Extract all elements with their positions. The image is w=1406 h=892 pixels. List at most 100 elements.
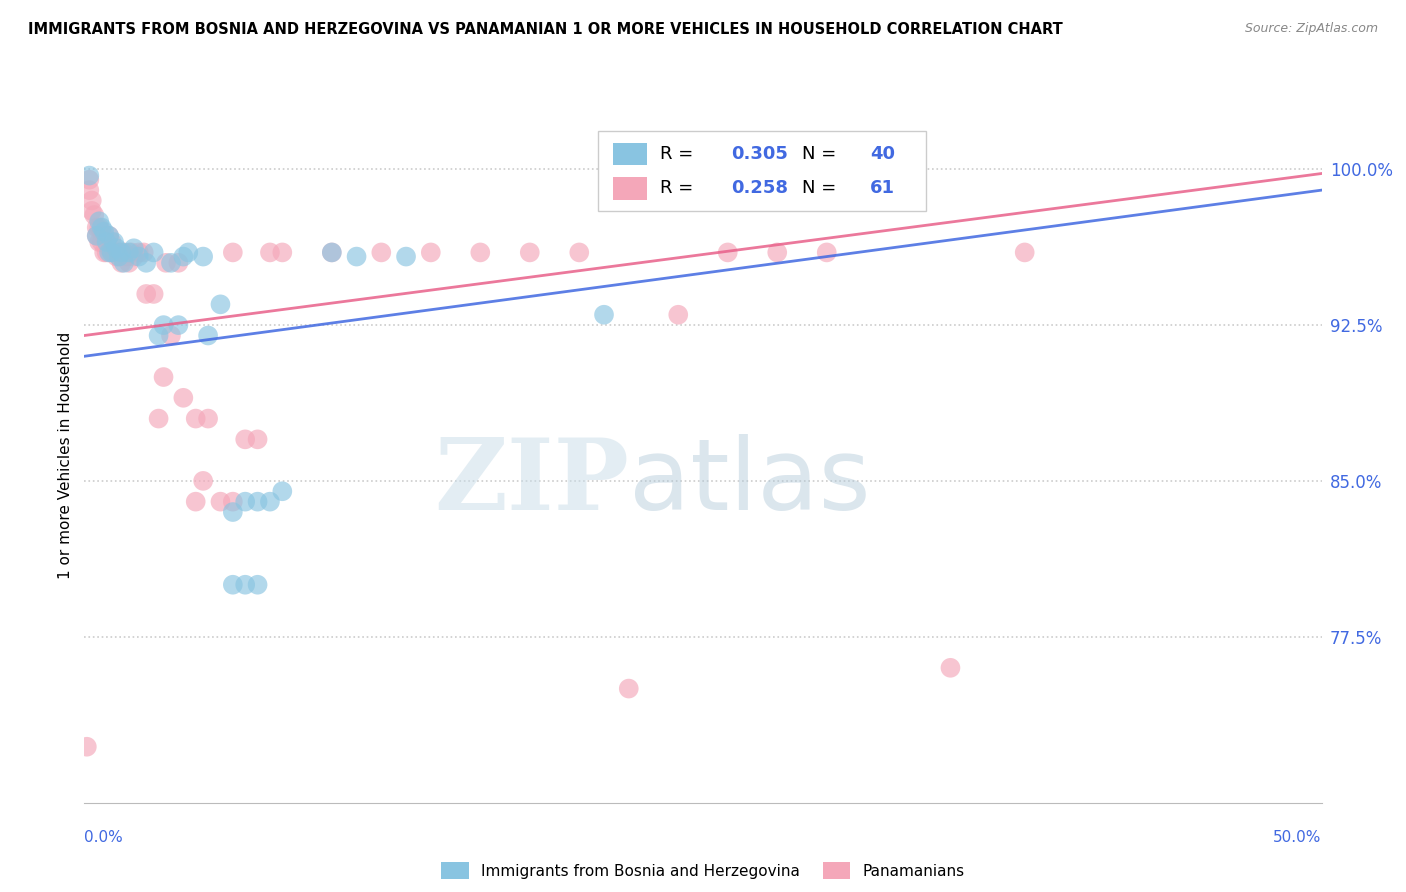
Point (1014, 245, 1036, 260)
Point (766, 245, 789, 260)
Point (142, 287, 165, 301)
Point (89, 235, 111, 249)
Point (93, 225, 115, 239)
Point (89, 214, 111, 228)
Text: 0.258: 0.258 (731, 179, 789, 197)
Point (142, 245, 165, 260)
Point (191, 474, 214, 488)
Point (98, 228, 121, 243)
Point (222, 578, 245, 592)
Point (568, 245, 591, 260)
Text: Source: ZipAtlas.com: Source: ZipAtlas.com (1244, 22, 1378, 36)
Point (271, 484, 294, 499)
Point (233, 578, 256, 592)
Point (93, 228, 115, 243)
Point (233, 494, 256, 508)
Point (135, 287, 157, 301)
Point (86, 228, 108, 243)
Point (148, 411, 170, 425)
Point (89, 220, 111, 235)
Text: 0.305: 0.305 (731, 145, 789, 162)
Point (96, 235, 118, 249)
Point (815, 245, 838, 260)
Point (246, 494, 269, 508)
Point (128, 250, 150, 264)
Point (98, 245, 121, 260)
Point (167, 256, 190, 270)
Point (177, 245, 200, 260)
Point (167, 318, 190, 332)
Point (209, 494, 232, 508)
Point (112, 256, 135, 270)
FancyBboxPatch shape (598, 131, 925, 211)
Point (222, 494, 245, 508)
Text: ZIP: ZIP (434, 434, 628, 532)
Point (110, 256, 132, 270)
Point (80, 203, 103, 218)
Point (86, 220, 108, 235)
Point (666, 308, 689, 322)
Point (222, 245, 245, 260)
Point (346, 250, 368, 264)
Point (152, 318, 174, 332)
Point (172, 250, 194, 264)
Point (90, 220, 112, 235)
Y-axis label: 1 or more Vehicles in Household: 1 or more Vehicles in Household (58, 331, 73, 579)
Text: 0.0%: 0.0% (84, 830, 124, 845)
Point (321, 245, 343, 260)
Bar (613, 143, 647, 165)
Point (115, 250, 138, 264)
Point (122, 250, 145, 264)
Point (79, 183, 101, 197)
Bar (613, 178, 647, 200)
Point (246, 578, 269, 592)
Text: 61: 61 (870, 179, 896, 197)
Point (83, 208, 105, 222)
Point (222, 505, 245, 519)
Point (197, 411, 219, 425)
Point (184, 411, 207, 425)
Point (86, 228, 108, 243)
Point (93, 245, 115, 260)
Point (370, 245, 392, 260)
Point (617, 681, 640, 696)
Point (98, 241, 121, 255)
Point (197, 328, 219, 343)
Text: IMMIGRANTS FROM BOSNIA AND HERZEGOVINA VS PANAMANIAN 1 OR MORE VEHICLES IN HOUSE: IMMIGRANTS FROM BOSNIA AND HERZEGOVINA V… (28, 22, 1063, 37)
Point (172, 391, 194, 405)
Point (717, 245, 740, 260)
Point (112, 245, 135, 260)
Text: 50.0%: 50.0% (1274, 830, 1322, 845)
Point (259, 494, 281, 508)
Point (135, 256, 157, 270)
Text: 40: 40 (870, 145, 896, 162)
Point (110, 245, 132, 260)
Point (246, 433, 269, 447)
Point (128, 245, 150, 260)
Point (259, 245, 281, 260)
Text: N =: N = (801, 179, 842, 197)
Text: N =: N = (801, 145, 842, 162)
Point (122, 241, 145, 255)
Point (152, 370, 174, 384)
Point (90, 235, 112, 249)
Point (105, 241, 128, 255)
Point (160, 328, 183, 343)
Point (519, 245, 541, 260)
Text: atlas: atlas (628, 434, 870, 532)
Point (209, 297, 232, 311)
Point (103, 235, 125, 249)
Text: R =: R = (659, 179, 699, 197)
Point (79, 169, 101, 183)
Point (395, 250, 418, 264)
Point (160, 256, 183, 270)
Point (120, 245, 142, 260)
Point (118, 256, 141, 270)
Point (321, 245, 343, 260)
Point (118, 245, 141, 260)
Point (90, 225, 112, 239)
Point (98, 228, 121, 243)
Point (108, 250, 131, 264)
Point (80, 194, 103, 208)
Point (271, 245, 294, 260)
